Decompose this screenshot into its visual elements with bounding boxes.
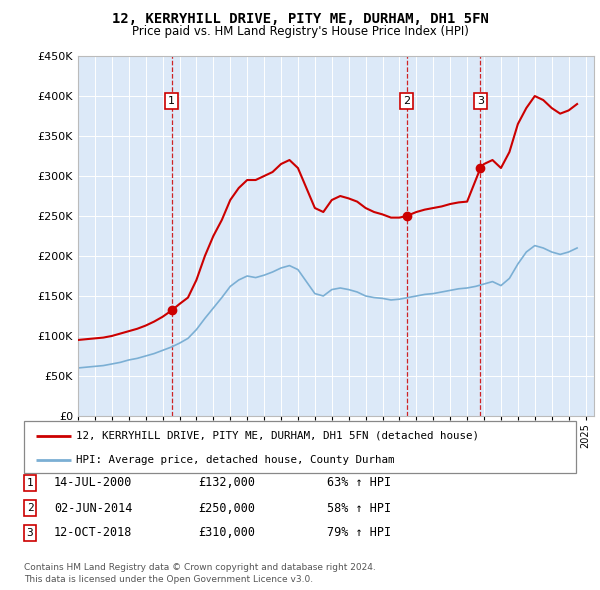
Text: 1: 1	[168, 96, 175, 106]
Text: 58% ↑ HPI: 58% ↑ HPI	[327, 502, 391, 514]
Text: HPI: Average price, detached house, County Durham: HPI: Average price, detached house, Coun…	[76, 455, 395, 465]
Text: 12, KERRYHILL DRIVE, PITY ME, DURHAM, DH1 5FN: 12, KERRYHILL DRIVE, PITY ME, DURHAM, DH…	[112, 12, 488, 26]
Text: 02-JUN-2014: 02-JUN-2014	[54, 502, 133, 514]
Text: £132,000: £132,000	[198, 477, 255, 490]
Text: Contains HM Land Registry data © Crown copyright and database right 2024.: Contains HM Land Registry data © Crown c…	[24, 563, 376, 572]
Text: 12-OCT-2018: 12-OCT-2018	[54, 526, 133, 539]
Text: Price paid vs. HM Land Registry's House Price Index (HPI): Price paid vs. HM Land Registry's House …	[131, 25, 469, 38]
Text: 63% ↑ HPI: 63% ↑ HPI	[327, 477, 391, 490]
Text: This data is licensed under the Open Government Licence v3.0.: This data is licensed under the Open Gov…	[24, 575, 313, 584]
Text: 3: 3	[477, 96, 484, 106]
Text: £310,000: £310,000	[198, 526, 255, 539]
Text: 14-JUL-2000: 14-JUL-2000	[54, 477, 133, 490]
Text: 2: 2	[26, 503, 34, 513]
Text: 1: 1	[26, 478, 34, 488]
Text: 79% ↑ HPI: 79% ↑ HPI	[327, 526, 391, 539]
Text: 3: 3	[26, 528, 34, 538]
Text: £250,000: £250,000	[198, 502, 255, 514]
Text: 12, KERRYHILL DRIVE, PITY ME, DURHAM, DH1 5FN (detached house): 12, KERRYHILL DRIVE, PITY ME, DURHAM, DH…	[76, 431, 479, 441]
Text: 2: 2	[403, 96, 410, 106]
